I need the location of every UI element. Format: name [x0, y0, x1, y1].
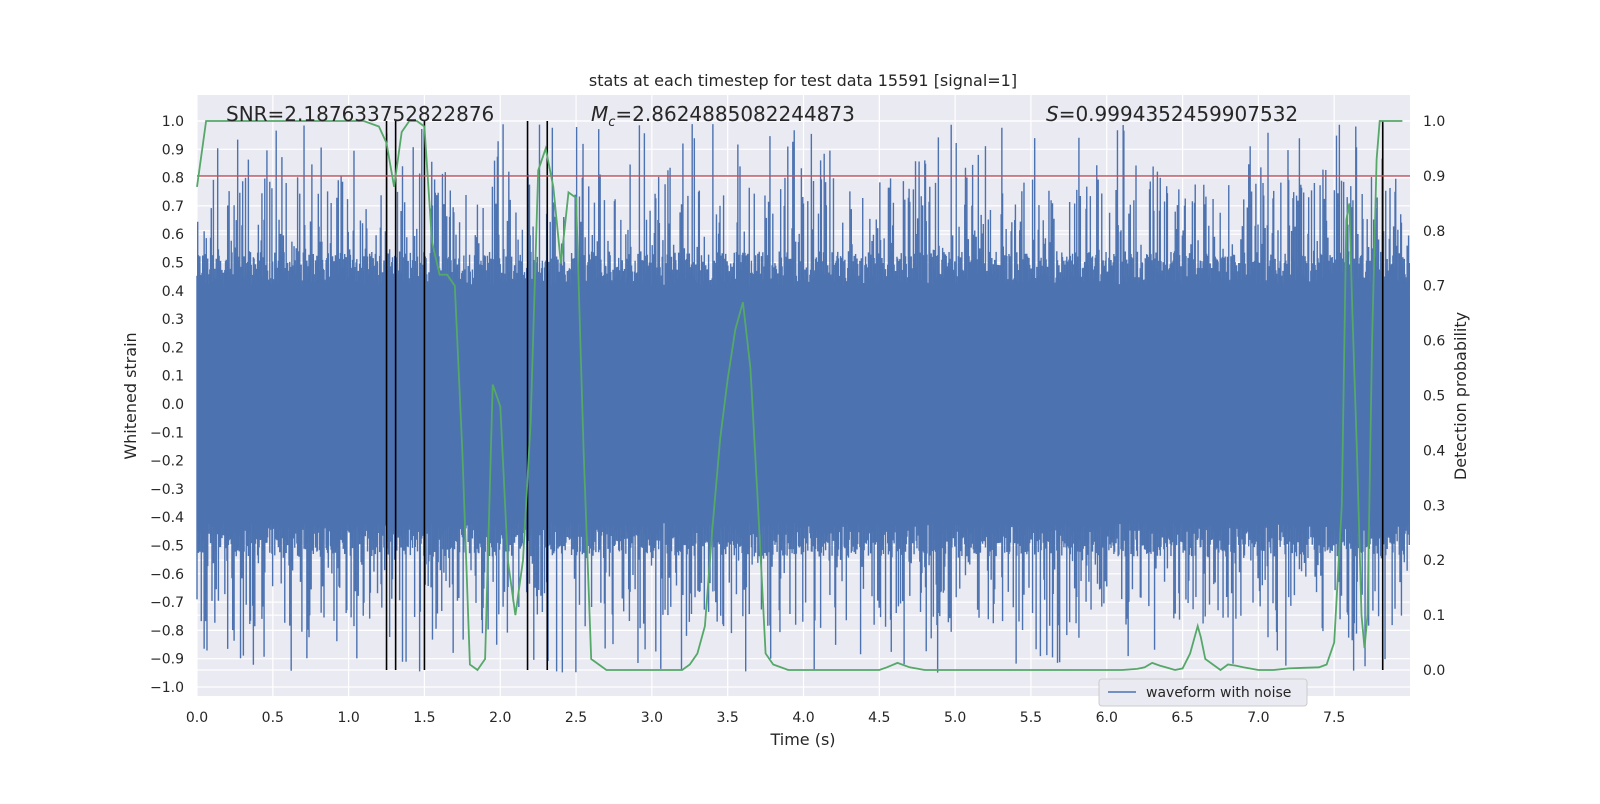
- x-tick-label: 0.0: [186, 710, 208, 726]
- y-tick-labels: 1.0 0.9 0.8 0.7 0.6 0.5 0.4 0.3 0.2 0.1 0.0 −0.1 −0.…: [150, 114, 184, 696]
- chirp-mass-subscript: c: [608, 115, 615, 130]
- y2-tick-label: 1.0: [1423, 114, 1445, 130]
- s-annotation: S=0.9994352459907532: [1046, 102, 1298, 126]
- chart-title: stats at each timestep for test data 155…: [589, 71, 1017, 90]
- y2-tick-label: 0.0: [1423, 663, 1445, 679]
- y-tick-label: 0.7: [162, 199, 184, 215]
- probability-line: [196, 120, 1403, 672]
- y-axis-label: Whitened strain: [121, 332, 140, 459]
- y-tick-label: −0.7: [150, 595, 184, 611]
- x-tick-label: 1.5: [413, 710, 435, 726]
- x-tick-label: 1.0: [337, 710, 359, 726]
- y-tick-label: −0.1: [150, 425, 184, 441]
- y-tick-label: −0.3: [150, 482, 184, 498]
- y-tick-label: 0.6: [162, 227, 184, 243]
- y-tick-label: 0.4: [162, 284, 184, 300]
- legend-box: [1098, 678, 1308, 707]
- legend: waveform with noise: [1098, 678, 1308, 707]
- s-value: =0.9994352459907532: [1059, 102, 1298, 126]
- x-tick-label: 4.0: [792, 710, 814, 726]
- x-tick-label: 7.5: [1323, 710, 1345, 726]
- legend-label: waveform with noise: [1146, 685, 1291, 701]
- x-tick-label: 3.5: [717, 710, 739, 726]
- x-tick-label: 4.5: [868, 710, 890, 726]
- detection-lines: [385, 121, 1384, 670]
- y-tick-label: 0.5: [162, 256, 184, 272]
- y2-tick-label: 0.9: [1423, 169, 1445, 185]
- y2-tick-label: 0.2: [1423, 553, 1445, 569]
- chirp-mass-annotation: Mc=2.8624885082244873: [591, 102, 855, 130]
- y-tick-label: 0.2: [162, 340, 184, 356]
- s-symbol: S: [1046, 102, 1059, 126]
- y-tick-label: 0.0: [162, 397, 184, 413]
- y2-tick-label: 0.5: [1423, 389, 1445, 405]
- y-tick-label: 1.0: [162, 114, 184, 130]
- y2-tick-label: 0.7: [1423, 279, 1445, 295]
- waveform-core: [197, 299, 1410, 509]
- chirp-mass-symbol: M: [591, 102, 608, 126]
- y-tick-label: −0.9: [150, 652, 184, 668]
- x-tick-label: 6.5: [1171, 710, 1193, 726]
- waveform-series: [196, 124, 1410, 673]
- y-tick-label: 0.3: [162, 312, 184, 328]
- x-tick-label: 6.0: [1096, 710, 1118, 726]
- x-tick-label: 2.0: [489, 710, 511, 726]
- y-tick-label: 0.9: [162, 142, 184, 158]
- x-tick-label: 5.0: [944, 710, 966, 726]
- x-tick-labels: 0.0 0.5 1.0 1.5 2.0 2.5 3.0 3.5 4.0 4.5 5.0 5.5 6.0 6…: [186, 710, 1345, 726]
- y-tick-label: −0.6: [150, 567, 184, 583]
- x-tick-label: 2.5: [565, 710, 587, 726]
- y-tick-label: −0.4: [150, 510, 184, 526]
- snr-annotation: SNR=2.187633752822876: [226, 102, 494, 126]
- y2-tick-label: 0.3: [1423, 498, 1445, 514]
- y-tick-label: 0.1: [162, 369, 184, 385]
- y2-tick-label: 0.1: [1423, 608, 1445, 624]
- y-tick-label: −0.5: [150, 539, 184, 555]
- x-tick-label: 5.5: [1020, 710, 1042, 726]
- y2-tick-label: 0.4: [1423, 443, 1445, 459]
- y-tick-label: 0.8: [162, 171, 184, 187]
- y2-axis-label: Detection probability: [1451, 312, 1470, 480]
- x-tick-label: 0.5: [262, 710, 284, 726]
- x-tick-label: 7.0: [1247, 710, 1269, 726]
- y-tick-label: −0.2: [150, 454, 184, 470]
- chirp-mass-value: =2.8624885082244873: [615, 102, 854, 126]
- x-axis-label: Time (s): [769, 730, 835, 749]
- y2-tick-label: 0.6: [1423, 334, 1445, 350]
- y2-tick-label: 0.8: [1423, 224, 1445, 240]
- probability-series: [196, 120, 1403, 672]
- y-tick-label: −0.8: [150, 623, 184, 639]
- y-tick-label: −1.0: [150, 680, 184, 696]
- x-tick-label: 3.0: [641, 710, 663, 726]
- y2-tick-labels: 1.0 0.9 0.8 0.7 0.6 0.5 0.4 0.3 0.2 0.1 0.0: [1423, 114, 1445, 679]
